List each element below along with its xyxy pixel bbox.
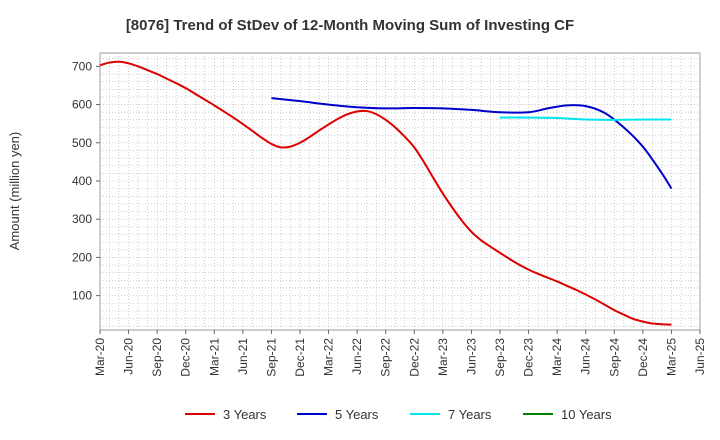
x-tick-label: Mar-20 [93,338,107,376]
x-tick-label: Sep-20 [150,338,164,377]
x-tick-label: Jun-20 [122,338,136,375]
x-tick-label: Dec-23 [522,338,536,377]
x-tick-label: Jun-23 [464,338,478,375]
legend-item-5-years: 5 Years [297,407,379,422]
x-tick-label: Jun-22 [350,338,364,375]
grid [99,53,701,330]
x-tick-label: Sep-22 [379,338,393,377]
y-tick-label: 600 [72,98,92,112]
x-axis-ticks: Mar-20 Jun-20 Sep-20 Dec-20 Mar-21 Jun-21 Sep-… [93,330,707,377]
legend-label: 7 Years [448,407,492,422]
series-line-7-years [499,116,672,121]
x-tick-label: Jun-21 [236,338,250,375]
plot-area [99,52,701,331]
y-axis-ticks: 100 200 300 400 500 600 700 [72,59,100,303]
legend-item-3-years: 3 Years [185,407,267,422]
x-tick-label: Mar-23 [436,338,450,376]
x-tick-label: Sep-23 [493,338,507,377]
x-tick-label: Dec-20 [179,338,193,377]
x-tick-label: Sep-21 [264,338,278,377]
legend: 3 Years 5 Years 7 Years 10 Years [185,407,612,422]
x-tick-label: Jun-25 [693,338,707,375]
legend-label: 5 Years [335,407,379,422]
chart-title: [8076] Trend of StDev of 12-Month Moving… [126,17,574,34]
y-tick-label: 300 [72,212,92,226]
x-tick-label: Jun-24 [579,338,593,375]
y-tick-label: 500 [72,136,92,150]
legend-item-7-years: 7 Years [410,407,492,422]
x-tick-label: Dec-22 [407,338,421,377]
x-tick-label: Mar-25 [664,338,678,376]
x-tick-label: Mar-22 [322,338,336,376]
x-tick-label: Sep-24 [607,338,621,377]
x-tick-label: Mar-21 [207,338,221,376]
series-layer [99,60,673,326]
x-tick-label: Dec-21 [293,338,307,377]
y-tick-label: 100 [72,289,92,303]
legend-item-10-years: 10 Years [523,407,612,422]
y-tick-label: 200 [72,250,92,264]
y-tick-label: 400 [72,174,92,188]
x-tick-label: Dec-24 [636,338,650,377]
x-tick-label: Mar-24 [550,338,564,376]
series-line-3-years [99,60,672,326]
y-axis-label: Amount (million yen) [7,132,22,251]
legend-label: 3 Years [223,407,267,422]
series-line-5-years [271,97,673,190]
legend-label: 10 Years [561,407,612,422]
y-tick-label: 700 [72,59,92,73]
